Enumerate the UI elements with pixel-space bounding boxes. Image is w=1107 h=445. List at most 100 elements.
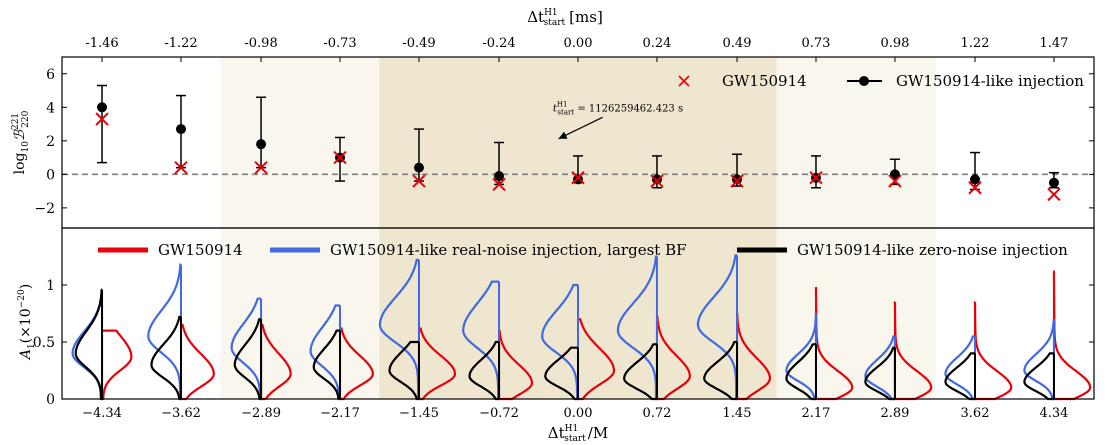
gw150914-x-marker bbox=[254, 160, 268, 175]
bottom-x-tick-label: 0.72 bbox=[642, 406, 671, 421]
gw150914-x-marker bbox=[412, 174, 426, 188]
violin-real-noise bbox=[616, 255, 658, 401]
x-stroke bbox=[174, 160, 188, 175]
top-tick-label: 0.24 bbox=[642, 36, 671, 51]
violin-gw150914 bbox=[656, 315, 691, 401]
violin-zero-noise bbox=[150, 315, 182, 401]
shaded-regions-top bbox=[220, 57, 936, 228]
bottom-x-tick-label: −2.17 bbox=[320, 406, 360, 421]
top-tick-label: 1.22 bbox=[961, 36, 990, 51]
injection-point bbox=[1048, 177, 1059, 188]
gw150914-x-marker bbox=[492, 177, 506, 192]
injection-point bbox=[494, 171, 505, 182]
violin-gw150914 bbox=[102, 329, 133, 401]
legend-label-gw150914: GW150914 bbox=[722, 72, 807, 90]
violin-zero-noise bbox=[1023, 352, 1054, 401]
bottom-y-tick-label: 0.5 bbox=[33, 335, 55, 351]
gw150914-x-marker bbox=[174, 160, 188, 175]
amplitude-violins bbox=[71, 254, 1092, 401]
violin-gw150914 bbox=[973, 301, 1013, 401]
legend-label-zero-noise: GW150914-like zero-noise injection bbox=[797, 241, 1068, 259]
injection-point bbox=[175, 124, 186, 135]
bottom-x-tick-label: −0.72 bbox=[479, 406, 519, 421]
injection-point bbox=[732, 174, 743, 185]
bottom-y-tick-label: 0 bbox=[46, 392, 55, 408]
x-stroke bbox=[333, 150, 347, 165]
violin-zero-noise bbox=[623, 343, 657, 401]
bottom-x-tick-label: 3.62 bbox=[961, 406, 990, 421]
top-y-tick-label: 2 bbox=[46, 134, 55, 150]
injection-point bbox=[651, 174, 662, 185]
violin-real-noise bbox=[309, 304, 341, 401]
bottom-y-axis-label: A1(×10−20) bbox=[17, 284, 37, 361]
violin-zero-noise bbox=[944, 352, 976, 401]
violin-gw150914 bbox=[339, 327, 374, 401]
violin-gw150914 bbox=[418, 327, 457, 401]
annotation-arrow bbox=[558, 116, 603, 140]
gw150914-x-marker bbox=[95, 112, 109, 126]
top-tick-label: 0.49 bbox=[723, 36, 752, 51]
injection-point bbox=[889, 169, 900, 180]
annotation-arrowhead bbox=[558, 131, 568, 139]
top-y-ticks: −2 0 2 4 6 bbox=[34, 67, 1094, 217]
violin-zero-noise bbox=[233, 318, 262, 401]
top-tick-label: 0.73 bbox=[802, 36, 831, 51]
start-time-annotation: tH1 start = 1126259462.423 s bbox=[553, 100, 683, 140]
injection-point bbox=[970, 174, 981, 185]
top-tick-label: -0.98 bbox=[244, 36, 277, 51]
x-stroke bbox=[968, 181, 982, 195]
violin-gw150914 bbox=[736, 312, 771, 401]
gw150914-x-marker bbox=[888, 174, 902, 188]
injection-point bbox=[97, 102, 108, 113]
annotation-text: tH1 start = 1126259462.423 s bbox=[553, 100, 683, 116]
violin-gw150914 bbox=[180, 323, 215, 401]
top-tick-label: -0.24 bbox=[482, 36, 515, 51]
violin-gw150914 bbox=[578, 318, 616, 401]
violin-real-noise bbox=[230, 297, 262, 401]
x-stroke bbox=[730, 174, 744, 188]
bayes-factor-panel: −2 0 2 4 6 tH1 start = 1126259462.423 s GW150… bbox=[11, 56, 1095, 229]
violin-gw150914 bbox=[1052, 270, 1092, 401]
amplitude-panel: 0 0.5 1 −4.34 −3.62 −2.89 −2.17 −1.45 −0.72 0.00… bbox=[17, 227, 1095, 444]
bottom-x-tick-label: −1.45 bbox=[399, 406, 439, 421]
top-tick-label: 1.47 bbox=[1039, 36, 1068, 51]
top-axis-title: ΔtH1 start [ms] bbox=[527, 8, 603, 28]
gw150914-x-marker bbox=[730, 174, 744, 188]
x-stroke bbox=[1047, 187, 1061, 202]
x-stroke bbox=[571, 170, 585, 185]
violin-zero-noise bbox=[468, 340, 500, 401]
shade-band-top-1 bbox=[379, 57, 777, 228]
violin-gw150914 bbox=[498, 329, 533, 401]
x-stroke bbox=[95, 112, 109, 126]
violin-real-noise bbox=[378, 258, 420, 401]
top-tick-label: -1.22 bbox=[164, 36, 197, 51]
top-tick-label: 0.98 bbox=[880, 36, 909, 51]
bottom-legend: GW150914 GW150914-like real-noise inject… bbox=[98, 241, 1068, 259]
x-stroke bbox=[809, 170, 823, 185]
bottom-x-tick-label: 1.45 bbox=[723, 406, 752, 421]
gw150914-x-marker bbox=[650, 174, 664, 188]
violin-zero-noise bbox=[785, 343, 816, 401]
bottom-x-axis-title: ΔtH1 start/M bbox=[548, 424, 608, 444]
violin-zero-noise bbox=[312, 329, 341, 401]
top-y-tick-label: 6 bbox=[46, 67, 55, 83]
top-y-tick-label: 0 bbox=[46, 167, 55, 183]
bottom-panel-frame bbox=[61, 227, 1095, 400]
bottom-x-tick-label: 0.00 bbox=[564, 406, 593, 421]
top-tick-label: 0.00 bbox=[564, 36, 593, 51]
violin-real-noise bbox=[1023, 318, 1055, 401]
injection-point bbox=[573, 174, 583, 185]
violin-real-noise bbox=[864, 335, 895, 401]
violin-real-noise bbox=[944, 335, 976, 401]
bottom-x-tick-label: 4.34 bbox=[1039, 406, 1068, 421]
top-y-tick-label: −2 bbox=[34, 201, 55, 217]
violin-zero-noise bbox=[74, 288, 103, 401]
top-y-axis-label: log10ℬ221220 bbox=[11, 110, 31, 174]
x-stroke bbox=[412, 174, 426, 188]
violin-real-noise bbox=[462, 280, 500, 401]
bottom-x-tick-label: −3.62 bbox=[161, 406, 201, 421]
x-stroke bbox=[678, 75, 690, 87]
violin-zero-noise bbox=[864, 346, 895, 401]
violin-real-noise bbox=[696, 254, 738, 401]
